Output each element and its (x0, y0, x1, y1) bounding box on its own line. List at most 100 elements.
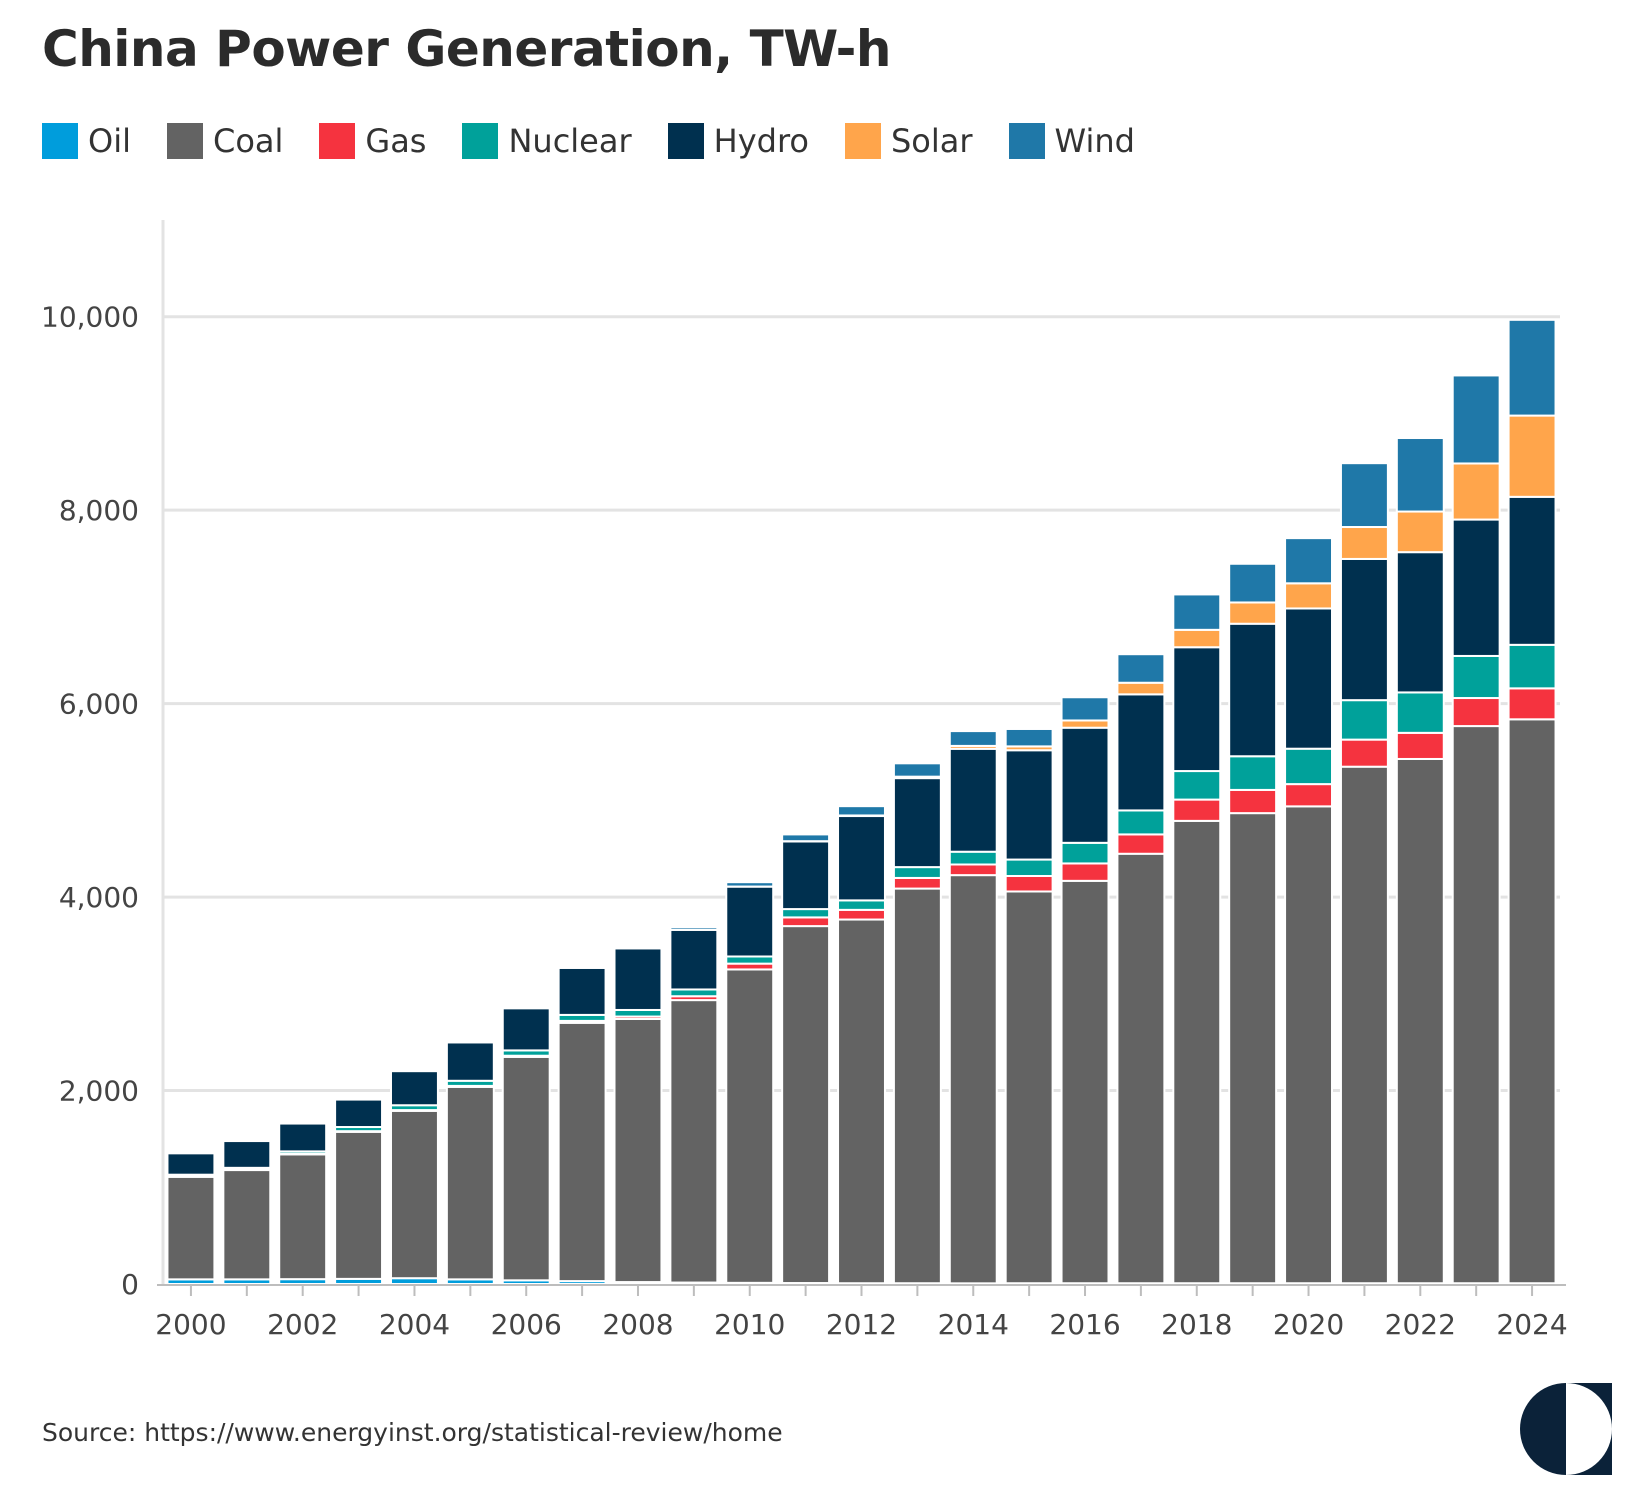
bar-segment-solar (1395, 510, 1445, 554)
legend-label-oil: Oil (88, 122, 131, 160)
bar-segment-nuclear (781, 908, 831, 919)
bar-segment-nuclear (669, 988, 719, 998)
bar-segment-hydro (389, 1070, 439, 1107)
bar-segment-gas (1004, 875, 1054, 893)
y-tick-label: 2,000 (59, 1075, 139, 1108)
bar-segment-hydro (1284, 607, 1334, 750)
bar-segment-gas (1284, 783, 1334, 808)
bar-segment-wind (1228, 562, 1278, 604)
y-tick-label: 8,000 (59, 494, 139, 527)
bar-segment-coal (1339, 765, 1389, 1285)
legend-label-wind: Wind (1054, 122, 1135, 160)
bar-segment-hydro (613, 947, 663, 1011)
bar-segment-gas (1116, 833, 1166, 855)
legend-label-nuclear: Nuclear (508, 122, 632, 160)
publisher-logo-icon (1520, 1383, 1612, 1475)
bar-segment-hydro (669, 928, 719, 991)
bar-segment-hydro (445, 1041, 495, 1082)
x-tick-label: 2006 (491, 1308, 562, 1341)
bar-segment-solar (1172, 628, 1222, 649)
legend-item-solar: Solar (844, 122, 973, 160)
stacked-bar-chart: 0 2,000 4,000 6,000 8,000 10,000 2000 2002 2004 2… (41, 220, 1568, 1341)
legend-label-coal: Coal (212, 122, 284, 160)
legend-label-gas: Gas (365, 122, 427, 160)
legend-label-hydro: Hydro (713, 122, 809, 160)
bar-segment-wind (948, 730, 998, 747)
bar-segment-wind (1060, 696, 1110, 722)
bar-segment-nuclear (725, 955, 775, 965)
bar-segment-hydro (1060, 726, 1110, 844)
source-note: Source: https://www.energyinst.org/stati… (42, 1418, 783, 1447)
x-tick-label: 2018 (1161, 1308, 1232, 1341)
legend: Oil Coal Gas Nuclear Hydro Solar Wind (42, 122, 1171, 160)
bar-segment-solar (1451, 462, 1501, 521)
bar-segment-nuclear (1116, 809, 1166, 836)
bar-segment-hydro (334, 1098, 384, 1129)
bar-segment-coal (948, 874, 998, 1285)
bar-segment-hydro (781, 840, 831, 911)
legend-swatch-nuclear (462, 123, 499, 159)
bar-segment-coal (557, 1021, 607, 1283)
legend-item-oil: Oil (42, 122, 131, 160)
bar-segment-coal (389, 1109, 439, 1280)
bar-segment-solar (1507, 414, 1557, 498)
bar-segment-coal (1060, 879, 1110, 1285)
bar-segment-gas (781, 916, 831, 928)
bar-segment-wind (1284, 537, 1334, 585)
bar-segment-hydro (1004, 749, 1054, 861)
bar-segment-coal (613, 1017, 663, 1284)
legend-swatch-solar (844, 123, 881, 159)
bar-segment-coal (278, 1153, 328, 1281)
y-tick-label: 10,000 (41, 301, 139, 334)
x-tick-label: 2008 (602, 1308, 673, 1341)
y-tick-label: 4,000 (59, 881, 139, 914)
legend-item-nuclear: Nuclear (462, 122, 632, 160)
bar-segment-hydro (278, 1122, 328, 1153)
bar-segment-gas (837, 908, 886, 921)
legend-item-coal: Coal (166, 122, 284, 160)
y-tick-label: 6,000 (59, 688, 139, 721)
bar-segment-coal (1395, 757, 1445, 1285)
bar-segment-solar (1339, 526, 1389, 560)
bar-segment-coal (445, 1085, 495, 1281)
x-tick-label: 2002 (267, 1308, 338, 1341)
bar-segment-wind (1172, 593, 1222, 631)
x-tick-label: 2010 (714, 1308, 785, 1341)
bar-segment-solar (1284, 582, 1334, 610)
bar-segment-coal (1228, 812, 1278, 1285)
bar-segment-coal (1172, 819, 1222, 1285)
bar-segment-hydro (1395, 551, 1445, 694)
bar-segment-coal (781, 925, 831, 1285)
bar-segment-hydro (1339, 557, 1389, 702)
bar-segment-coal (1284, 805, 1334, 1285)
legend-swatch-oil (42, 123, 78, 159)
legend-label-solar: Solar (890, 122, 973, 160)
bar-segment-gas (948, 863, 998, 877)
bar-segment-coal (1451, 725, 1501, 1285)
bar-segment-hydro (1116, 693, 1166, 812)
bar-segment-hydro (892, 777, 942, 869)
bar-segment-wind (781, 833, 831, 843)
bar-segment-hydro (1172, 646, 1222, 773)
bar-segment-coal (669, 999, 719, 1284)
bar-segment-wind (837, 805, 886, 817)
bar-segment-gas (1228, 788, 1278, 815)
x-tick-label: 2000 (155, 1308, 226, 1341)
bar-segment-wind (669, 926, 719, 931)
bar-segment-hydro (725, 885, 775, 958)
chart-title: China Power Generation, TW-h (42, 20, 891, 78)
bar-segment-nuclear (837, 899, 886, 911)
bar-segment-nuclear (1451, 654, 1501, 700)
bar-segment-coal (222, 1169, 272, 1281)
bar-segment-solar (1116, 681, 1166, 696)
x-tick-label: 2004 (379, 1308, 450, 1341)
bar-segment-gas (1507, 687, 1557, 721)
bar-segment-coal (1507, 718, 1557, 1285)
bar-segment-solar (1228, 601, 1278, 625)
bar-segment-nuclear (1395, 691, 1445, 734)
bar-segment-hydro (501, 1007, 551, 1052)
bar-segment-nuclear (1060, 841, 1110, 865)
bar-segment-hydro (166, 1152, 216, 1176)
bar-segment-coal (725, 968, 775, 1284)
bar-segment-coal (1116, 852, 1166, 1285)
